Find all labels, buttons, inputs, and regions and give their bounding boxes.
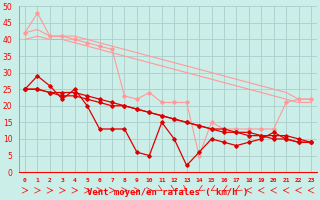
X-axis label: Vent moyen/en rafales ( km/h ): Vent moyen/en rafales ( km/h )	[87, 188, 249, 197]
